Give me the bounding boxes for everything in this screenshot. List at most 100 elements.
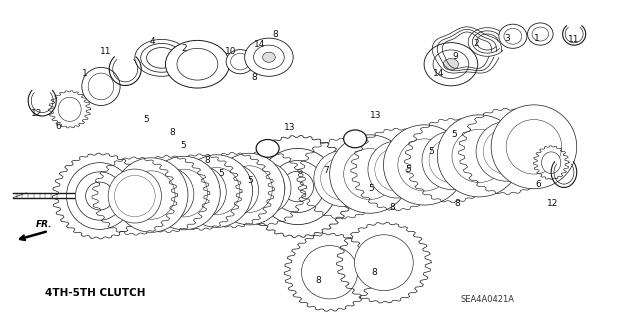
Ellipse shape [180, 172, 220, 212]
Text: 14: 14 [253, 40, 265, 49]
Ellipse shape [241, 162, 291, 214]
Text: 8: 8 [371, 268, 377, 277]
Text: 5: 5 [405, 165, 411, 174]
Text: 2: 2 [181, 44, 187, 53]
Ellipse shape [262, 52, 275, 62]
Text: 6: 6 [55, 122, 61, 131]
Text: 8: 8 [389, 203, 395, 211]
Ellipse shape [301, 246, 358, 299]
Ellipse shape [437, 115, 521, 197]
Text: FR.: FR. [36, 220, 52, 229]
Ellipse shape [532, 27, 548, 41]
Text: 10: 10 [225, 47, 236, 56]
Ellipse shape [368, 141, 426, 198]
Text: 6: 6 [536, 180, 541, 189]
Ellipse shape [452, 129, 506, 182]
Text: 5: 5 [451, 130, 457, 139]
Ellipse shape [383, 125, 465, 205]
Ellipse shape [444, 58, 459, 70]
Text: 4TH-5TH CLUTCH: 4TH-5TH CLUTCH [45, 288, 145, 298]
Text: 11: 11 [568, 35, 580, 44]
Text: 2: 2 [474, 39, 479, 48]
Text: 5: 5 [180, 141, 186, 150]
Ellipse shape [256, 139, 279, 157]
Text: 4: 4 [150, 38, 156, 47]
Text: 11: 11 [100, 47, 112, 56]
Text: 13: 13 [371, 111, 382, 120]
Ellipse shape [226, 50, 254, 74]
Ellipse shape [483, 129, 530, 174]
Text: 9: 9 [452, 52, 458, 61]
Ellipse shape [422, 131, 482, 189]
Ellipse shape [246, 168, 285, 208]
Ellipse shape [213, 170, 253, 210]
Ellipse shape [504, 28, 522, 44]
Ellipse shape [141, 167, 194, 221]
Ellipse shape [527, 23, 553, 45]
Text: 5: 5 [428, 147, 434, 156]
Ellipse shape [433, 50, 468, 78]
Ellipse shape [180, 155, 252, 227]
Text: 1: 1 [82, 69, 88, 78]
Ellipse shape [108, 169, 161, 223]
Text: SEA4A0421A: SEA4A0421A [460, 295, 515, 304]
Text: 5: 5 [143, 115, 149, 124]
Ellipse shape [67, 163, 133, 229]
Text: 8: 8 [252, 73, 257, 82]
Ellipse shape [227, 166, 273, 212]
Ellipse shape [76, 172, 124, 220]
Text: 12: 12 [31, 109, 43, 118]
Ellipse shape [398, 139, 451, 191]
Text: 8: 8 [454, 199, 460, 208]
Ellipse shape [491, 105, 577, 189]
Ellipse shape [148, 156, 220, 230]
Text: 8: 8 [316, 276, 321, 285]
Ellipse shape [314, 151, 371, 206]
Ellipse shape [174, 166, 226, 218]
Text: 13: 13 [284, 123, 295, 132]
Ellipse shape [115, 175, 155, 217]
Ellipse shape [424, 43, 477, 86]
Ellipse shape [344, 130, 367, 148]
Ellipse shape [375, 148, 419, 191]
Ellipse shape [207, 164, 259, 216]
Ellipse shape [258, 148, 337, 225]
Text: 7: 7 [323, 166, 328, 175]
Ellipse shape [230, 53, 250, 70]
Ellipse shape [271, 160, 324, 212]
Text: 3: 3 [504, 34, 510, 43]
Ellipse shape [506, 120, 562, 174]
Ellipse shape [499, 24, 527, 48]
Ellipse shape [476, 122, 537, 181]
Ellipse shape [330, 135, 410, 213]
Ellipse shape [344, 149, 396, 199]
Ellipse shape [193, 167, 240, 215]
Ellipse shape [541, 152, 561, 174]
Ellipse shape [166, 41, 229, 88]
Text: 14: 14 [433, 69, 444, 78]
Ellipse shape [355, 235, 413, 291]
Ellipse shape [214, 153, 285, 225]
Text: 8: 8 [169, 128, 175, 137]
Ellipse shape [321, 157, 364, 200]
Text: 5: 5 [218, 169, 224, 178]
Text: 8: 8 [204, 156, 210, 165]
Text: 5: 5 [247, 176, 253, 185]
Text: 1: 1 [534, 34, 540, 43]
Ellipse shape [82, 67, 120, 106]
Ellipse shape [115, 158, 188, 232]
Ellipse shape [58, 97, 81, 122]
Ellipse shape [160, 169, 207, 217]
Ellipse shape [244, 38, 293, 76]
Ellipse shape [147, 174, 188, 214]
Ellipse shape [429, 138, 475, 183]
Ellipse shape [127, 171, 175, 219]
Ellipse shape [177, 48, 218, 80]
Ellipse shape [88, 73, 114, 100]
Text: 12: 12 [547, 199, 559, 208]
Text: 8: 8 [273, 30, 278, 39]
Ellipse shape [253, 45, 284, 69]
Text: 5: 5 [368, 184, 374, 193]
Ellipse shape [86, 182, 114, 210]
Ellipse shape [282, 171, 314, 202]
